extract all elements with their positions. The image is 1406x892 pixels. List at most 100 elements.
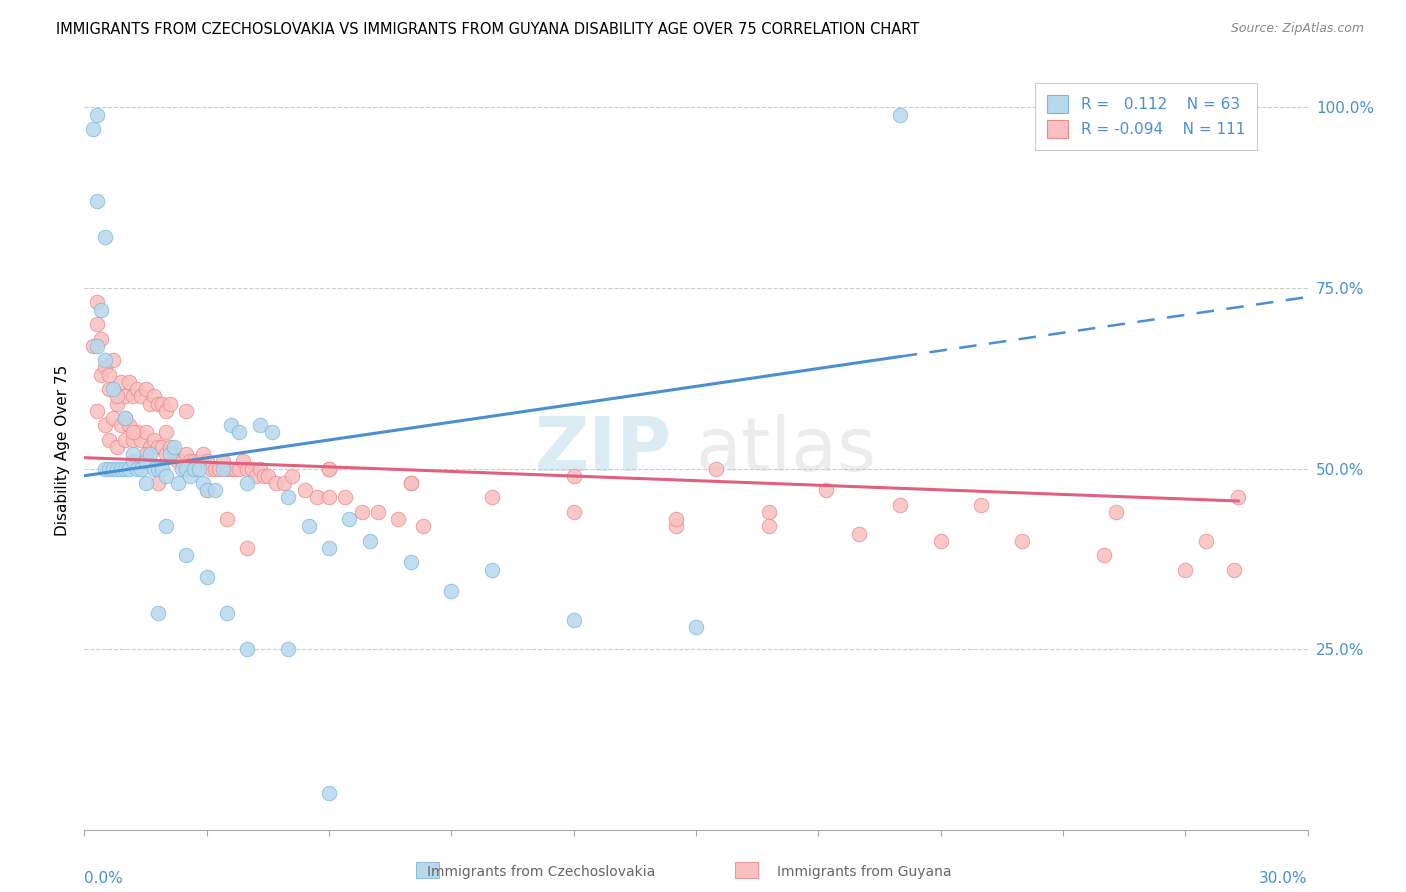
Point — [97, 461, 120, 475]
Point — [105, 461, 128, 475]
Point — [187, 454, 209, 468]
Point — [481, 491, 503, 505]
Point — [224, 461, 246, 475]
Point — [318, 461, 340, 475]
Point — [367, 505, 389, 519]
Point — [1011, 533, 1033, 548]
Point — [236, 461, 259, 475]
Point — [142, 461, 165, 475]
Point — [163, 440, 186, 454]
Bar — [735, 862, 758, 878]
Point — [665, 512, 688, 526]
Point — [138, 396, 160, 410]
Point — [277, 642, 299, 657]
Point — [101, 353, 124, 368]
Point — [138, 440, 160, 454]
Point — [101, 382, 124, 396]
Point — [889, 498, 911, 512]
Legend: R =   0.112    N = 63, R = -0.094    N = 111: R = 0.112 N = 63, R = -0.094 N = 111 — [1035, 83, 1257, 150]
Point — [86, 194, 108, 209]
Point — [142, 433, 165, 447]
Point — [399, 475, 422, 490]
Point — [277, 491, 299, 505]
Point — [273, 475, 295, 490]
Text: 30.0%: 30.0% — [1260, 871, 1308, 887]
Point — [191, 447, 214, 461]
Point — [1195, 533, 1218, 548]
Point — [146, 606, 169, 620]
Point — [90, 332, 112, 346]
Point — [118, 375, 141, 389]
Point — [93, 353, 115, 368]
Point — [105, 396, 128, 410]
Text: 0.0%: 0.0% — [84, 871, 124, 887]
Point — [294, 483, 316, 498]
Point — [122, 447, 145, 461]
Point — [685, 620, 707, 634]
Point — [159, 396, 181, 410]
Point — [174, 403, 197, 417]
Point — [183, 461, 205, 475]
Point — [387, 512, 409, 526]
Point — [228, 461, 250, 475]
Point — [114, 433, 136, 447]
Point — [440, 584, 463, 599]
Point — [110, 418, 132, 433]
Point — [135, 454, 157, 468]
Point — [150, 461, 173, 475]
Text: Immigrants from Guyana: Immigrants from Guyana — [778, 865, 952, 880]
Point — [253, 468, 276, 483]
Point — [219, 418, 242, 433]
Point — [179, 454, 201, 468]
Y-axis label: Disability Age Over 75: Disability Age Over 75 — [55, 365, 70, 536]
Point — [1227, 491, 1250, 505]
Point — [146, 396, 169, 410]
Point — [240, 461, 263, 475]
Point — [135, 475, 157, 490]
Point — [155, 519, 177, 533]
Point — [212, 461, 235, 475]
Point — [138, 447, 160, 461]
Point — [335, 491, 357, 505]
Point — [305, 491, 328, 505]
Point — [217, 606, 239, 620]
Point — [562, 613, 585, 627]
Point — [93, 461, 115, 475]
Point — [399, 555, 422, 569]
Point — [118, 461, 141, 475]
Point — [90, 368, 112, 382]
Point — [562, 468, 585, 483]
Point — [122, 389, 145, 403]
Point — [97, 368, 120, 382]
Point — [172, 454, 194, 468]
Point — [212, 454, 235, 468]
Point — [195, 570, 218, 584]
Point — [122, 433, 145, 447]
Point — [93, 418, 115, 433]
Point — [97, 433, 120, 447]
Point — [815, 483, 838, 498]
Point — [86, 295, 108, 310]
Point — [204, 483, 226, 498]
Point — [195, 483, 218, 498]
Point — [236, 475, 259, 490]
Point — [135, 425, 157, 440]
Point — [105, 389, 128, 403]
Point — [159, 440, 181, 454]
Point — [350, 505, 373, 519]
Point — [562, 505, 585, 519]
Point — [86, 339, 108, 353]
Point — [122, 425, 145, 440]
Point — [135, 447, 157, 461]
Point — [204, 461, 226, 475]
Point — [155, 425, 177, 440]
Point — [228, 425, 250, 440]
Point — [359, 533, 381, 548]
Point — [298, 519, 321, 533]
Point — [146, 440, 169, 454]
Point — [163, 447, 186, 461]
Point — [481, 563, 503, 577]
Point — [191, 475, 214, 490]
Point — [706, 461, 728, 475]
Bar — [416, 862, 439, 878]
